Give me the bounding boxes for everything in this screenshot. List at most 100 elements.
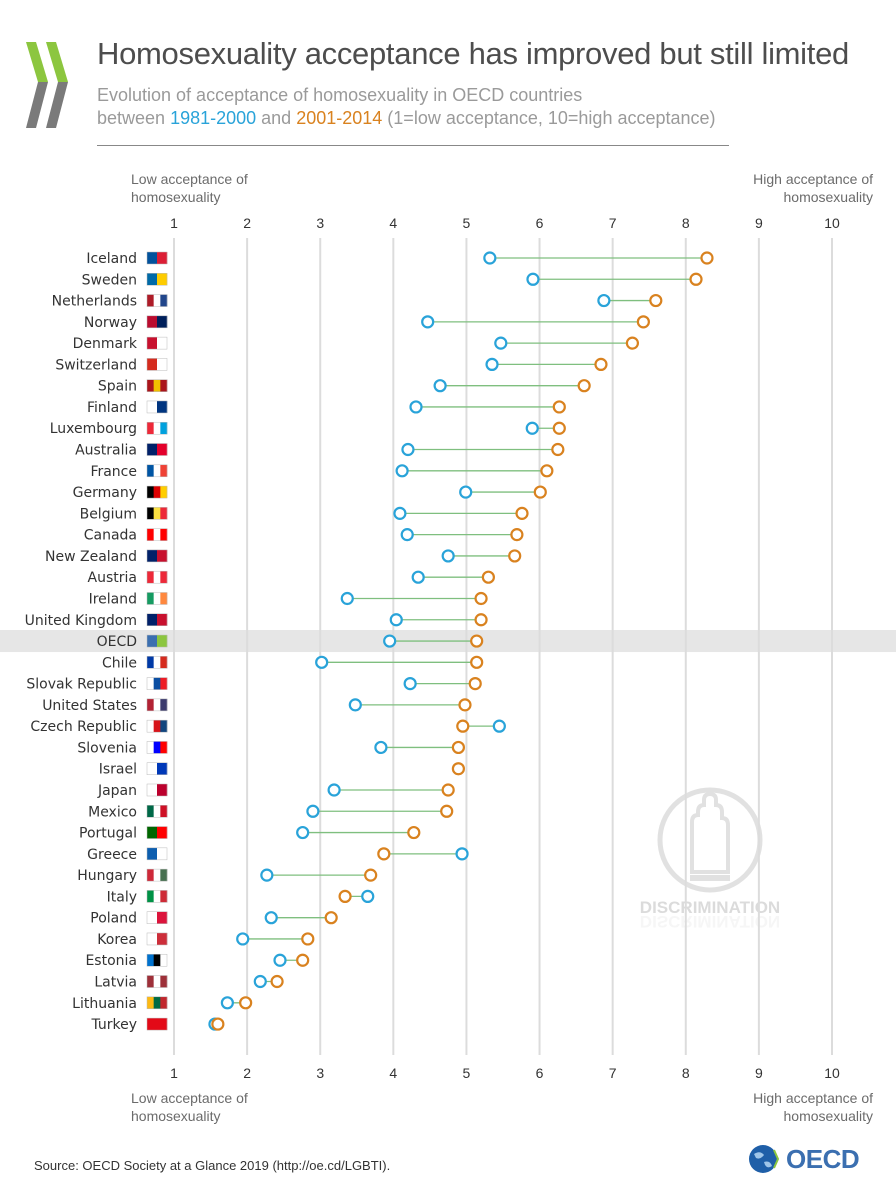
flag-stripe — [160, 677, 168, 690]
flag-stripe — [147, 613, 158, 626]
x-tick-label-top: 7 — [609, 215, 617, 231]
flag-border — [146, 528, 168, 541]
point-1981-2000 — [236, 932, 250, 946]
point-2001-2014 — [515, 506, 529, 520]
point-1981-2000 — [401, 442, 415, 457]
point-1981-2000 — [389, 613, 403, 627]
point-2001-2014 — [441, 783, 455, 797]
flag-icon — [146, 868, 168, 882]
flag-stripe — [147, 549, 158, 562]
flag-stripe — [147, 762, 158, 775]
x-tick-label-top: 6 — [536, 215, 544, 231]
point-2001-2014 — [324, 911, 338, 925]
flag-stripe — [153, 422, 161, 435]
point-2001-2014 — [474, 613, 488, 627]
country-label: United States — [42, 698, 137, 714]
flag-stripe — [147, 635, 158, 648]
flag-icon — [146, 975, 168, 988]
country-label: Slovenia — [77, 740, 137, 756]
flag-icon — [146, 805, 168, 818]
flag-border — [146, 996, 168, 1010]
flag-stripe — [147, 890, 154, 903]
country-label: Finland — [87, 400, 137, 416]
point-1981-2000 — [433, 379, 447, 393]
flag-stripe — [157, 252, 168, 264]
flag-icon — [146, 847, 168, 861]
oecd-logo-text: OECD — [786, 1143, 860, 1174]
x-tick-label-bottom: 4 — [389, 1065, 397, 1081]
flag-stripe — [147, 741, 154, 754]
flag-border — [146, 719, 168, 733]
flag-icon — [146, 315, 168, 329]
country-label: Portugal — [79, 826, 137, 842]
flag-stripe — [157, 635, 168, 648]
discrimination-watermark: DISCRIMINATION DISCRIMINATION — [640, 787, 780, 931]
country-label: Germany — [73, 485, 137, 501]
point-1981-2000 — [483, 251, 497, 265]
axis-label-high-bottom: High acceptance of homosexuality — [753, 1090, 873, 1124]
flag-stripe — [160, 528, 168, 541]
country-label: Austria — [88, 570, 137, 586]
country-label: Czech Republic — [30, 719, 137, 735]
point-2001-2014 — [474, 591, 488, 606]
point-2001-2014 — [270, 974, 284, 989]
point-1981-2000 — [455, 847, 469, 861]
flag-border — [146, 953, 168, 967]
country-label: Chile — [102, 655, 137, 671]
country-label: Lithuania — [72, 996, 137, 1012]
flag-stripe — [157, 1018, 168, 1031]
flag-stripe — [157, 762, 168, 775]
point-1981-2000 — [400, 528, 414, 542]
flag-stripe — [147, 869, 154, 882]
flag-stripe — [153, 464, 161, 477]
point-2001-2014 — [301, 932, 315, 946]
flag-stripe — [147, 954, 154, 967]
flag-border — [146, 656, 168, 669]
flag-border — [146, 613, 168, 627]
legend-period1: 1981-2000 — [170, 108, 257, 128]
flag-stripe — [153, 507, 161, 520]
point-1981-2000 — [411, 570, 425, 584]
point-2001-2014 — [594, 357, 608, 371]
country-label: Italy — [107, 889, 137, 905]
flag-border — [146, 847, 168, 861]
flag-icon — [146, 826, 168, 839]
flag-stripe — [147, 379, 154, 392]
flag-border — [146, 783, 168, 797]
x-tick-label-bottom: 5 — [463, 1065, 471, 1081]
flag-stripe — [157, 358, 168, 371]
point-2001-2014 — [239, 996, 253, 1010]
flag-icon — [146, 358, 168, 371]
country-label: Norway — [84, 315, 137, 331]
flag-icon — [146, 464, 168, 478]
flag-stripe — [147, 464, 154, 477]
flag-border — [146, 507, 168, 520]
flag-icon — [146, 592, 168, 605]
flag-stripe — [157, 273, 168, 286]
flag-border — [146, 315, 168, 329]
point-2001-2014 — [481, 570, 495, 584]
flag-stripe — [147, 422, 154, 435]
point-2001-2014 — [364, 868, 378, 882]
legend-period2: 2001-2014 — [296, 108, 383, 128]
country-label: Mexico — [88, 804, 137, 820]
country-label: Iceland — [86, 251, 137, 267]
flag-border — [146, 379, 168, 392]
flag-stripe — [147, 975, 154, 988]
point-2001-2014 — [540, 464, 554, 478]
point-2001-2014 — [649, 293, 663, 308]
point-2001-2014 — [468, 676, 482, 691]
point-1981-2000 — [264, 911, 278, 925]
flag-border — [146, 485, 168, 499]
flag-stripe — [160, 890, 168, 903]
point-2001-2014 — [458, 698, 472, 712]
country-label: Latvia — [94, 975, 137, 991]
flag-stripe — [153, 975, 161, 988]
flag-icon — [146, 762, 168, 775]
oecd-chevron-logo — [26, 42, 72, 133]
point-2001-2014 — [296, 953, 310, 967]
flag-border — [146, 698, 168, 712]
flag-icon — [146, 400, 168, 414]
flag-border — [146, 592, 168, 605]
